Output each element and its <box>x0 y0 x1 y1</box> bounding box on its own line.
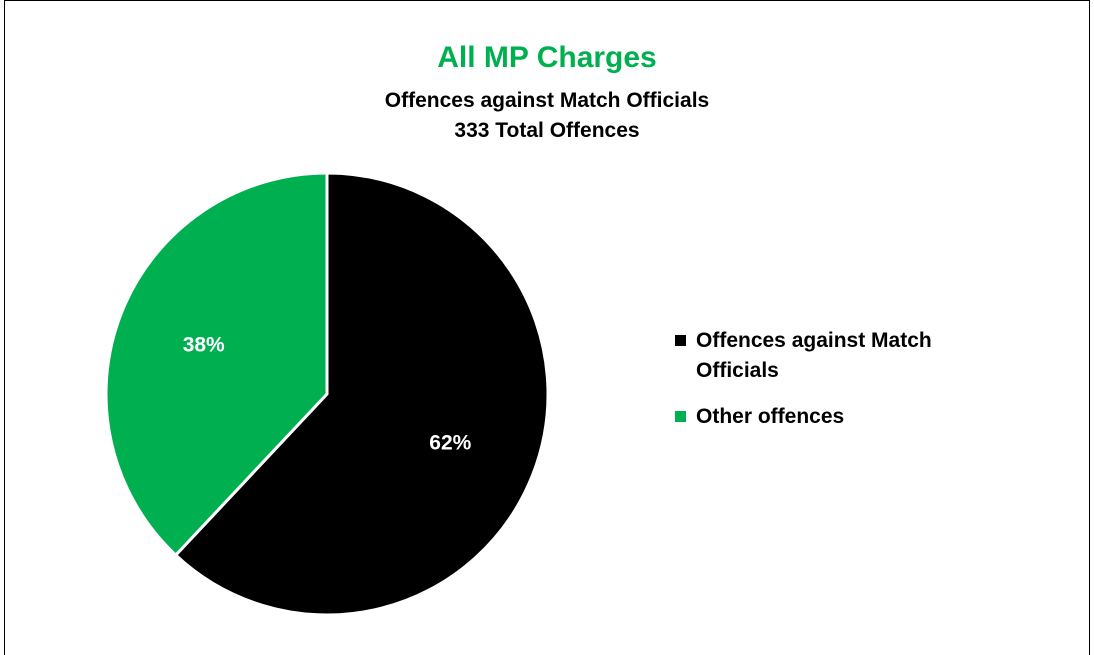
pie-slice-other-offences <box>104 171 329 557</box>
chart-subtitle-line-1: Offences against Match Officials <box>384 89 710 112</box>
pie-slice-match-officials <box>174 171 550 617</box>
legend-item-match-officials: Offences against Match Officials <box>675 326 1055 386</box>
pie-slices <box>104 171 550 617</box>
chart-title: All MP Charges <box>437 41 657 74</box>
legend-item-other-offences: Other offences <box>675 402 1055 432</box>
pie-data-labels: 62% 38% <box>183 334 472 455</box>
chart-subtitle-line-2: 333 Total Offences <box>454 119 640 142</box>
chart-legend: Offences against Match Officials Other o… <box>675 326 1055 448</box>
data-label-other-offences: 38% <box>183 334 225 357</box>
legend-label-other-offences: Other offences <box>696 405 845 428</box>
legend-label-match-officials: Offences against Match Officials <box>696 329 932 382</box>
data-label-match-officials: 62% <box>429 431 471 454</box>
legend-swatch-other-offences <box>675 411 686 422</box>
legend-swatch-match-officials <box>675 335 686 346</box>
